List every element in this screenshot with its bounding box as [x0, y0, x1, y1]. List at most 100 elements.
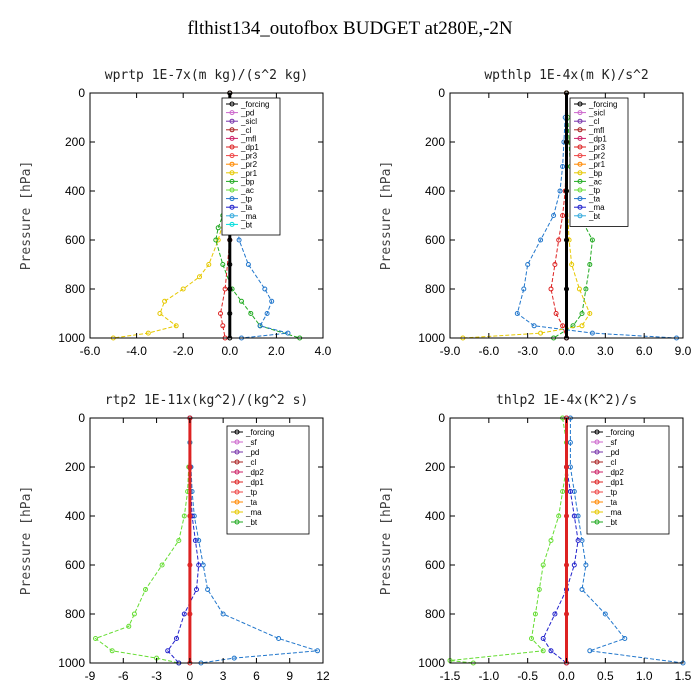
- legend-marker: [594, 479, 600, 485]
- legend-marker: [577, 204, 583, 210]
- y-axis-label: Pressure [hPa]: [19, 486, 34, 596]
- legend-label: _pr2: [240, 160, 258, 169]
- series-line-ta: [542, 418, 579, 664]
- x-tick-label: -1.5: [440, 669, 461, 683]
- y-tick-label: 600: [65, 558, 85, 572]
- y-tick-label: 400: [65, 184, 85, 198]
- legend-label: _sicl: [240, 117, 257, 126]
- legend-marker: [234, 499, 240, 505]
- data-point: [173, 323, 179, 329]
- legend-marker: [229, 221, 235, 227]
- data-point: [589, 237, 595, 243]
- data-point: [531, 323, 537, 329]
- x-tick-label: -9: [85, 669, 96, 683]
- legend-marker: [594, 459, 600, 465]
- y-tick-label: 600: [65, 233, 85, 247]
- legend-marker: [577, 170, 583, 176]
- data-point: [552, 262, 558, 267]
- data-point: [540, 562, 546, 568]
- legend-label: _ta: [588, 195, 601, 204]
- data-point: [192, 538, 198, 543]
- data-point: [556, 237, 562, 243]
- legend-label: _ma: [245, 508, 262, 517]
- x-tick-label: 3: [220, 669, 227, 683]
- legend-label: _sf: [245, 438, 257, 447]
- data-point: [215, 225, 221, 231]
- data-point: [564, 237, 569, 243]
- panel-title: thlp2 1E-4x(K^2)/s: [496, 393, 637, 408]
- data-point: [159, 562, 165, 568]
- legend-label: _mfl: [240, 134, 256, 143]
- x-tick-label: 0.0: [558, 344, 575, 358]
- data-point: [560, 323, 566, 329]
- y-tick-label: 1000: [418, 656, 445, 670]
- data-point: [551, 213, 557, 218]
- y-axis-label: Pressure [hPa]: [379, 161, 394, 271]
- legend-label: _pd: [240, 109, 254, 118]
- data-point: [206, 262, 212, 267]
- legend-label: _cl: [588, 117, 599, 126]
- data-point: [197, 274, 202, 280]
- data-point: [583, 286, 589, 292]
- data-point: [157, 311, 163, 316]
- legend-marker: [229, 118, 235, 124]
- legend-label: _ac: [240, 186, 254, 195]
- legend-marker: [234, 459, 240, 465]
- data-point: [571, 513, 577, 519]
- data-point: [548, 648, 554, 654]
- data-point: [569, 262, 575, 267]
- legend-label: _sicl: [588, 109, 605, 118]
- data-point: [227, 262, 233, 267]
- legend-marker: [229, 196, 235, 202]
- x-tick-label: 2.0: [268, 344, 285, 358]
- y-tick-label: 400: [65, 509, 85, 523]
- data-point: [564, 286, 569, 292]
- data-point: [579, 323, 585, 329]
- legend-marker: [229, 213, 235, 219]
- legend-label: _ma: [240, 212, 257, 221]
- legend-marker: [229, 101, 235, 107]
- data-point: [145, 330, 151, 336]
- legend-marker: [577, 196, 583, 202]
- data-point: [622, 636, 628, 641]
- x-tick-label: 9: [286, 669, 293, 683]
- y-tick-label: 800: [425, 282, 445, 296]
- data-point: [564, 562, 569, 568]
- y-tick-label: 1000: [58, 656, 85, 670]
- y-tick-label: 0: [438, 86, 445, 100]
- legend-marker: [234, 429, 240, 435]
- legend-box: [226, 425, 310, 535]
- series-line-ac: [215, 93, 300, 339]
- figure-title: flthist134_outofbox BUDGET at280E,-2N: [187, 18, 513, 39]
- panel-3: rtp2 1E-11x(kg^2)/(kg^2 s) Pressure [hPa]…: [19, 393, 330, 683]
- data-point: [276, 636, 282, 641]
- data-point: [564, 611, 569, 617]
- legend-label: _pr1: [240, 169, 258, 178]
- data-point: [126, 623, 132, 629]
- series-line-tp: [516, 92, 677, 339]
- y-tick-label: 0: [78, 411, 85, 425]
- legend-marker: [594, 429, 600, 435]
- legend-marker: [577, 153, 583, 159]
- legend-marker: [594, 489, 600, 495]
- panel-4: thlp2 1E-4x(K^2)/s Pressure [hPa] -1.5 -1.0…: [379, 393, 692, 683]
- data-point: [218, 311, 223, 316]
- legend-label: _bt: [605, 518, 618, 527]
- panel-1: wprtp 1E-7x(m kg)/(s^2 kg) Pressure [hPa]…: [19, 68, 332, 358]
- y-tick-label: 600: [425, 558, 445, 572]
- x-tick-label: -3.0: [517, 344, 538, 358]
- data-point: [540, 648, 546, 654]
- data-point: [532, 611, 538, 617]
- data-point: [589, 330, 595, 336]
- data-point: [567, 489, 573, 494]
- legend-label: _tp: [240, 195, 253, 204]
- data-point: [529, 636, 534, 641]
- legend-label: _dp2: [605, 468, 624, 477]
- series-line-tp: [569, 418, 684, 664]
- x-tick-label: -0.5: [517, 669, 538, 683]
- data-point: [196, 562, 202, 568]
- legend-label: _forcing: [605, 428, 634, 437]
- data-point: [548, 538, 554, 543]
- legend-marker: [229, 144, 235, 150]
- data-point: [174, 636, 179, 641]
